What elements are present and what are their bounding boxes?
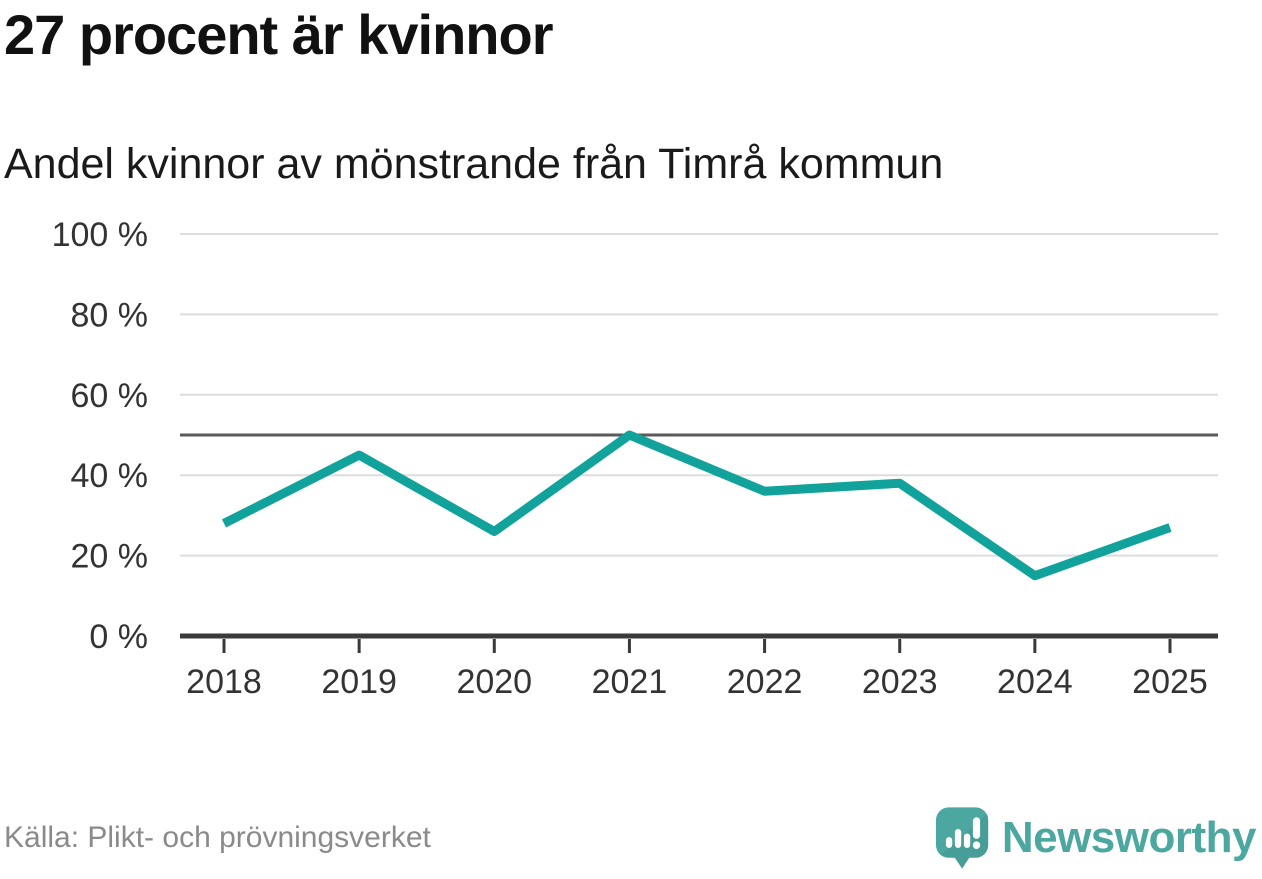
footer: Källa: Plikt- och prövningsverket Newswo…	[0, 804, 1262, 879]
page-title: 27 procent är kvinnor	[4, 3, 554, 66]
y-tick-label: 40 %	[71, 457, 149, 495]
data-line	[221, 430, 1172, 581]
x-tick-label: 2025	[1132, 663, 1208, 701]
newsworthy-logo-text: Newsworthy	[1001, 812, 1257, 862]
chart-subtitle: Andel kvinnor av mönstrande från Timrå k…	[4, 140, 944, 188]
x-tick-label: 2024	[997, 663, 1073, 701]
x-tick-label: 2018	[186, 663, 262, 701]
source-note: Källa: Plikt- och prövningsverket	[4, 820, 431, 854]
y-tick-label: 0 %	[89, 618, 148, 656]
y-tick-label: 60 %	[71, 377, 149, 415]
y-tick-label: 20 %	[71, 538, 149, 576]
y-tick-label: 100 %	[52, 216, 148, 254]
x-tick-label: 2020	[456, 663, 532, 701]
newsworthy-chart-bubble-icon	[935, 806, 989, 869]
x-tick-label: 2022	[727, 663, 803, 701]
newsworthy-logo: Newsworthy	[935, 806, 1257, 869]
x-tick-label: 2023	[862, 663, 938, 701]
x-tick-label: 2021	[592, 663, 668, 701]
y-tick-label: 80 %	[71, 296, 149, 334]
x-tick-label: 2019	[321, 663, 397, 701]
